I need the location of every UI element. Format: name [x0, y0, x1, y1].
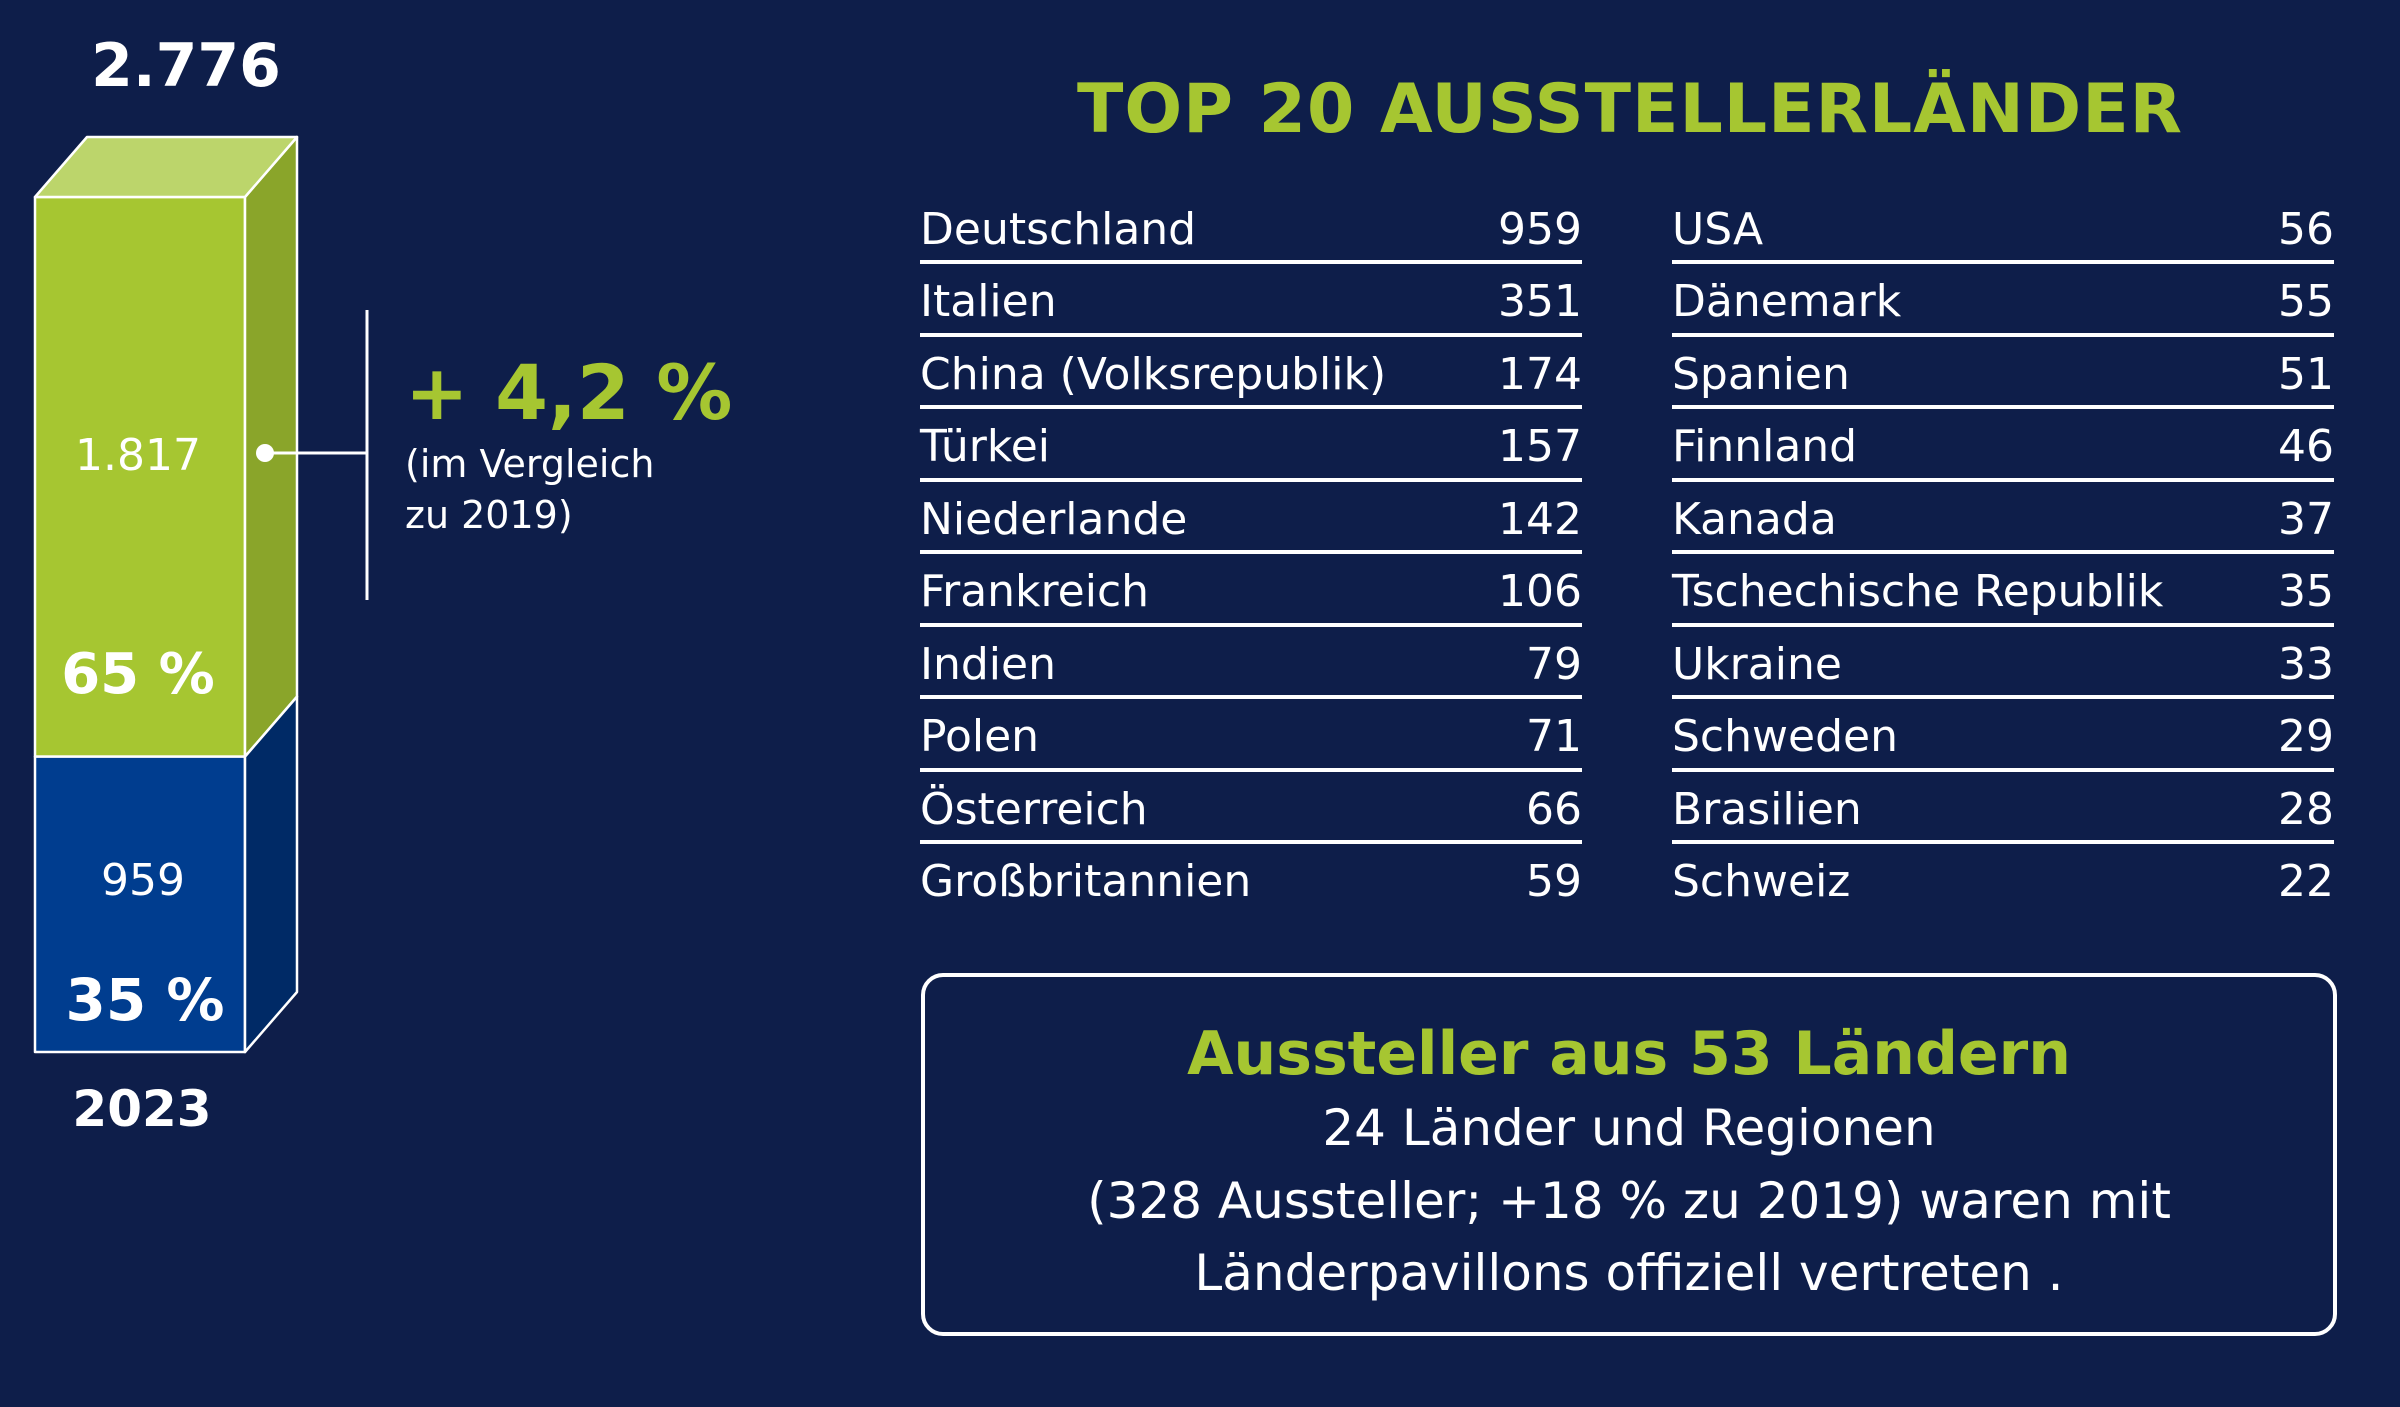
table-row: Kanada 37	[1672, 477, 2334, 551]
summary-line-3: Länderpavillons offiziell vertreten .	[1194, 1244, 2064, 1302]
country-name: Italien	[920, 276, 1057, 328]
country-name: Niederlande	[920, 493, 1188, 545]
country-name: USA	[1672, 203, 1764, 255]
growth-value: + 4,2 %	[405, 348, 733, 437]
bar-total-label: 2.776	[91, 31, 281, 101]
table-row: Schweiz 22	[1672, 840, 2334, 913]
exhibitor-count: 79	[1526, 638, 1582, 690]
table-row: Spanien 51	[1672, 332, 2334, 406]
country-name: China (Volksrepublik)	[920, 348, 1387, 400]
table-row: Türkei 157	[920, 405, 1582, 478]
exhibitor-count: 66	[1526, 783, 1582, 835]
growth-note-line-2: zu 2019)	[405, 493, 573, 538]
table-row: USA 56	[1672, 192, 2334, 260]
country-name: Großbritannien	[920, 856, 1252, 908]
exhibitor-count: 51	[2278, 348, 2334, 400]
exhibitor-count: 106	[1498, 566, 1582, 618]
bar-segment-green-top	[33, 135, 299, 199]
green-segment-value-label: 1.817	[75, 430, 201, 481]
green-segment-percent-label: 65 %	[61, 642, 215, 707]
exhibitor-count: 71	[1526, 711, 1582, 763]
table-row: Großbritannien 59	[920, 840, 1582, 913]
exhibitor-count: 174	[1498, 348, 1582, 400]
table-row: Polen 71	[920, 695, 1582, 768]
top-countries-title: TOP 20 AUSSTELLERLÄNDER	[1076, 70, 2184, 149]
table-row: Indien 79	[920, 622, 1582, 696]
table-row: Brasilien 28	[1672, 767, 2334, 841]
exhibitor-count: 157	[1498, 421, 1582, 473]
table-row: Niederlande 142	[920, 477, 1582, 551]
country-name: Schweden	[1672, 711, 1898, 763]
exhibitor-count: 55	[2278, 276, 2334, 328]
exhibitor-count: 59	[1526, 856, 1582, 908]
summary-title: Aussteller aus 53 Ländern	[1187, 1019, 2071, 1089]
exhibitor-count: 29	[2278, 711, 2334, 763]
exhibitor-count: 959	[1498, 203, 1582, 255]
table-row: Schweden 29	[1672, 695, 2334, 768]
table-row: Tschechische Republik 35	[1672, 550, 2334, 623]
table-row: Italien 351	[920, 260, 1582, 333]
country-name: Indien	[920, 638, 1056, 690]
exhibitor-count: 37	[2278, 493, 2334, 545]
country-name: Spanien	[1672, 348, 1850, 400]
country-name: Frankreich	[920, 566, 1150, 618]
table-row: Österreich 66	[920, 767, 1582, 841]
exhibitor-count: 33	[2278, 638, 2334, 690]
table-row: Finnland 46	[1672, 405, 2334, 478]
country-name: Brasilien	[1672, 783, 1862, 835]
table-row: Frankreich 106	[920, 550, 1582, 623]
exhibitor-count: 35	[2278, 566, 2334, 618]
country-name: Tschechische Republik	[1672, 566, 2164, 618]
exhibitor-count: 351	[1498, 276, 1582, 328]
bar-category-label: 2023	[72, 1080, 211, 1138]
bar-segment-blue-side	[243, 695, 299, 1054]
table-row: Dänemark 55	[1672, 260, 2334, 333]
table-row: Ukraine 33	[1672, 622, 2334, 696]
countries-table-left: Deutschland 959 Italien 351 China (Volksrepu…	[920, 192, 1582, 913]
exhibitor-count: 142	[1498, 493, 1582, 545]
blue-segment-percent-label: 35 %	[65, 966, 224, 1034]
country-name: Türkei	[920, 421, 1051, 473]
exhibitor-count: 46	[2278, 421, 2334, 473]
country-name: Kanada	[1672, 493, 1837, 545]
country-name: Finnland	[1672, 421, 1858, 473]
country-name: Ukraine	[1672, 638, 1842, 690]
summary-line-1: 24 Länder und Regionen	[1322, 1099, 1936, 1157]
exhibitor-count: 22	[2278, 856, 2334, 908]
growth-annotation: + 4,2 % (im Vergleich zu 2019)	[405, 355, 732, 542]
growth-note-line-1: (im Vergleich	[405, 442, 655, 486]
country-name: Schweiz	[1672, 856, 1851, 908]
table-row: China (Volksrepublik) 174	[920, 332, 1582, 406]
countries-table-right: USA 56 Dänemark 55 Spanien 51 Finnland 46 Kanada…	[1672, 192, 2334, 913]
country-name: Polen	[920, 711, 1040, 763]
country-name: Deutschland	[920, 203, 1197, 255]
exhibitor-count: 56	[2278, 203, 2334, 255]
stacked-bar-chart: 2.776 2023 1.817 65 % 959 35 %	[33, 31, 369, 1138]
summary-line-2: (328 Aussteller; +18 % zu 2019) waren mi…	[1087, 1171, 2171, 1230]
growth-note: (im Vergleich zu 2019)	[405, 439, 732, 542]
exhibitor-count: 28	[2278, 783, 2334, 835]
summary-box: Aussteller aus 53 Ländern 24 Länder und …	[921, 973, 2337, 1336]
country-name: Österreich	[920, 783, 1148, 835]
blue-segment-value-label: 959	[101, 855, 185, 906]
table-row: Deutschland 959	[920, 192, 1582, 260]
country-name: Dänemark	[1672, 276, 1902, 328]
